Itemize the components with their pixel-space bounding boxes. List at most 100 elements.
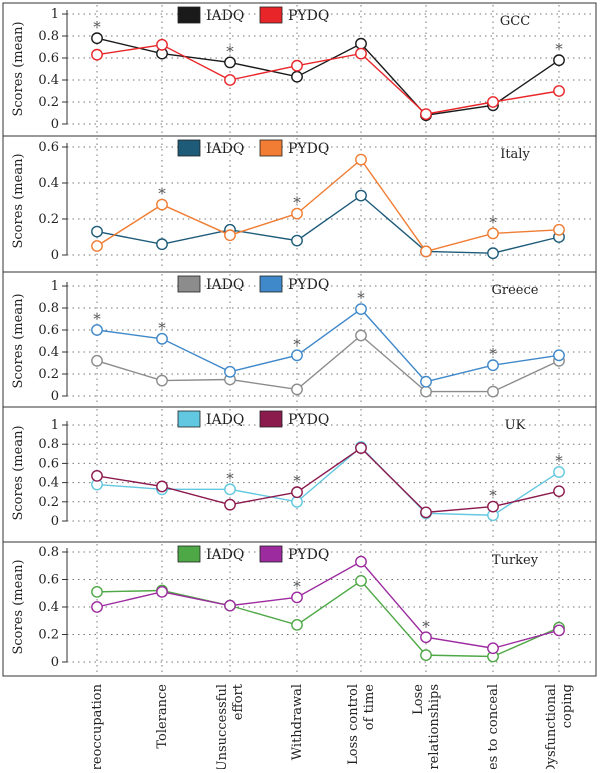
series-line-pydq <box>96 44 560 115</box>
data-point-iadq <box>355 329 367 342</box>
data-point-iadq <box>553 466 565 478</box>
data-point-iadq <box>291 618 303 631</box>
y-tick-label: 0 <box>51 117 59 132</box>
data-point-pydq <box>291 591 303 604</box>
data-point-pydq <box>91 48 103 61</box>
data-point-pydq <box>420 245 432 258</box>
y-tick-label: 0 <box>51 655 59 670</box>
data-point-pydq <box>156 332 168 345</box>
legend-label: PYDQ <box>288 547 329 563</box>
y-tick-label: 0.8 <box>38 301 59 316</box>
legend-swatch <box>177 275 201 293</box>
legend-swatch <box>259 139 283 157</box>
legend-swatch <box>177 139 201 157</box>
y-tick-label: 0.2 <box>38 495 59 510</box>
series-line-pydq <box>96 447 560 514</box>
panel-title: Turkey <box>492 553 539 568</box>
series-line-iadq <box>96 334 560 393</box>
y-tick-label: 0 <box>51 248 59 263</box>
significance-marker: * <box>226 42 234 60</box>
significance-marker: * <box>293 335 301 353</box>
data-point-pydq <box>224 599 236 612</box>
y-tick-label: 0.2 <box>38 95 59 110</box>
data-point-iadq <box>487 247 499 260</box>
y-tick-label: 1 <box>51 7 59 22</box>
data-point-pydq <box>224 229 236 242</box>
data-point-pydq <box>224 365 236 378</box>
legend-label: IADQ <box>206 8 244 24</box>
data-point-pydq <box>487 500 499 513</box>
data-point-iadq <box>355 189 367 202</box>
y-tick-label: 0.8 <box>38 29 59 44</box>
y-tick-label: 0.8 <box>38 545 59 560</box>
data-point-pydq <box>487 642 499 655</box>
category-label: relationships <box>427 684 442 769</box>
data-point-pydq <box>91 324 103 336</box>
y-tick-label: 0.8 <box>38 437 59 452</box>
legend-label: IADQ <box>206 547 244 563</box>
data-point-pydq <box>156 585 168 598</box>
y-tick-label: 0.6 <box>38 140 59 155</box>
significance-marker: * <box>93 310 101 328</box>
data-point-pydq <box>553 349 565 362</box>
data-point-pydq <box>420 631 432 644</box>
significance-marker: * <box>489 213 497 231</box>
panel-4: 0 0.2 0.4 0.6 0.8 Scores (mean) Turkey IADQ PYDQ… <box>2 541 597 677</box>
significance-marker: * <box>93 18 101 36</box>
data-point-pydq <box>420 108 432 121</box>
data-point-pydq <box>291 486 303 499</box>
significance-marker: * <box>357 289 365 307</box>
series-line-iadq <box>96 194 560 254</box>
y-tick-label: 0.6 <box>38 456 59 471</box>
y-tick-label: 0.6 <box>38 323 59 338</box>
y-tick-label: 0 <box>51 514 59 529</box>
y-tick-label: 0.2 <box>38 212 59 227</box>
y-tick-label: 0.4 <box>38 600 59 615</box>
data-point-pydq <box>156 198 168 211</box>
data-point-pydq <box>224 74 236 86</box>
y-tick-label: 0.4 <box>38 345 59 360</box>
y-tick-label: 0.2 <box>38 367 59 382</box>
y-tick-label: 0.2 <box>38 628 59 643</box>
category-label: Withdrawal <box>290 684 305 760</box>
category-label: of time <box>362 684 377 730</box>
legend-label: PYDQ <box>288 8 329 24</box>
significance-marker: * <box>158 319 166 337</box>
significance-marker: * <box>293 577 301 595</box>
category-label: Lies to conceal <box>486 684 501 769</box>
y-tick-label: 0 <box>51 389 59 404</box>
category-label: Loss control <box>346 684 361 765</box>
data-point-pydq <box>553 223 565 236</box>
data-point-iadq <box>291 495 303 508</box>
y-axis-label: Scores (mean) <box>11 425 26 520</box>
legend-label: IADQ <box>206 141 244 157</box>
y-tick-label: 0.4 <box>38 476 59 491</box>
category-label: coping <box>560 684 575 728</box>
data-point-pydq <box>355 47 367 60</box>
y-tick-label: 0.4 <box>38 73 59 88</box>
data-point-pydq <box>487 227 499 240</box>
data-point-pydq <box>487 359 499 372</box>
legend-label: IADQ <box>206 412 244 428</box>
panel-3: 0 0.2 0.4 0.6 0.8 1 Scores (mean) UK IADQ PYDQ * * *… <box>2 406 597 543</box>
significance-marker: * <box>489 345 497 363</box>
panel-2: 0 0.2 0.4 0.6 0.8 1 Scores (mean) Greece IADQ PYD… <box>2 271 597 408</box>
data-point-iadq <box>291 70 303 83</box>
data-point-pydq <box>291 59 303 72</box>
data-point-iadq <box>355 37 367 50</box>
data-point-pydq <box>291 207 303 220</box>
legend-label: PYDQ <box>288 412 329 428</box>
legend-swatch <box>177 410 201 428</box>
significance-marker: * <box>489 487 497 505</box>
y-tick-label: 0.4 <box>38 176 59 191</box>
legend-swatch <box>177 6 201 24</box>
legend-swatch <box>177 545 201 563</box>
data-point-pydq <box>91 601 103 613</box>
category-label: Tolerance <box>155 684 170 749</box>
data-point-iadq <box>487 385 499 398</box>
y-axis-label: Scores (mean) <box>11 293 26 388</box>
significance-marker: * <box>226 469 234 487</box>
data-point-iadq <box>420 649 432 662</box>
data-point-iadq <box>291 234 303 247</box>
